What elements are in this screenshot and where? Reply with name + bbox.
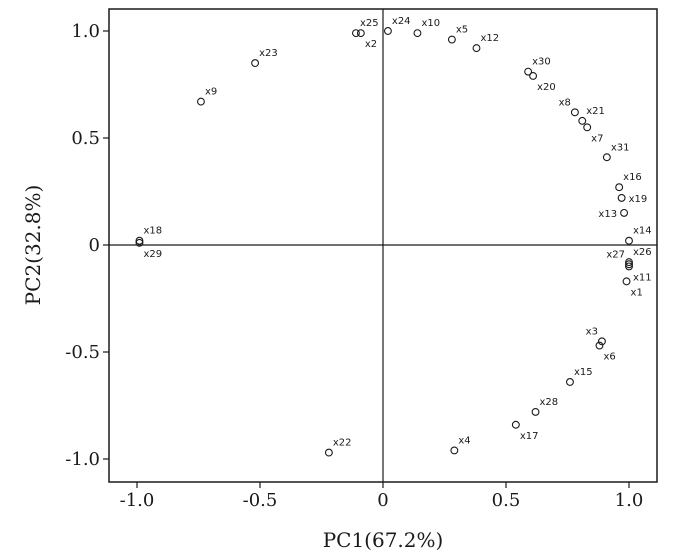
data-point [135, 236, 144, 245]
data-point [625, 262, 633, 271]
data-point [447, 35, 456, 44]
data-point [383, 27, 392, 35]
data-point [625, 236, 633, 245]
data-point-label: x9 [205, 87, 217, 98]
data-point [625, 258, 633, 267]
reference-lines [109, 9, 657, 482]
x-tick-label: 0.5 [492, 490, 521, 511]
y-tick-label: 0 [89, 235, 100, 256]
data-point-label: x7 [591, 133, 603, 144]
data-point [622, 277, 631, 286]
data-point-label: x20 [537, 82, 556, 93]
data-point-label: x31 [611, 142, 630, 153]
data-point [511, 420, 520, 429]
data-point-label: x8 [559, 97, 571, 108]
data-point-label: x4 [458, 435, 470, 446]
data-point [356, 29, 365, 38]
data-point [351, 29, 360, 38]
data-point-label: x3 [586, 326, 598, 337]
data-point [135, 238, 144, 247]
data-point-label: x26 [633, 247, 652, 258]
data-point [524, 67, 533, 76]
data-point-label: x13 [598, 209, 617, 220]
y-tick-label: -0.5 [65, 342, 100, 363]
y-tick-label: -1.0 [65, 449, 100, 470]
data-point-label: x2 [365, 39, 377, 50]
data-point-label: x27 [606, 249, 625, 260]
data-point-label: x17 [520, 431, 539, 442]
data-point-label: x6 [603, 352, 615, 363]
data-point [595, 341, 604, 350]
data-point [615, 183, 624, 192]
data-point-label: x19 [629, 194, 648, 205]
data-point [413, 29, 422, 38]
data-point [251, 59, 260, 68]
y-tick-label: 1.0 [71, 21, 100, 42]
data-point-label: x18 [143, 226, 162, 237]
data-point [324, 448, 333, 457]
data-point-label: x14 [633, 226, 652, 237]
data-point [566, 378, 574, 386]
data-point-label: x1 [631, 287, 643, 298]
data-point-label: x15 [574, 367, 593, 378]
x-tick-label: 0 [377, 490, 388, 511]
data-point [197, 97, 205, 106]
data-point-label: x10 [421, 18, 440, 29]
data-point [531, 407, 540, 416]
data-points: x1 x2 x3 x4 x5 x6 x7 x8 x9 x10 x11 x12 x13 x14 x15 x16 x… [135, 16, 652, 457]
data-point-label: x5 [456, 25, 468, 36]
data-point-label: x22 [333, 438, 352, 449]
x-tick-label: -0.5 [243, 490, 278, 511]
x-tick-label: -1.0 [120, 490, 155, 511]
data-point-label: x23 [259, 48, 278, 59]
axis-ticks: -1.0 -0.5 0 0.5 1.0 1.0 0.5 0 -0.5 -1.0 [65, 21, 643, 511]
data-point-label: x25 [360, 18, 379, 29]
data-point-label: x16 [623, 172, 642, 183]
data-point-label: x28 [540, 397, 559, 408]
data-point-label: x29 [143, 249, 162, 260]
y-axis-title: PC2(32.8%) [21, 185, 45, 306]
x-tick-label: 1.0 [615, 490, 644, 511]
data-point [529, 71, 538, 80]
data-point [620, 208, 629, 217]
data-point [583, 123, 592, 132]
data-point [597, 337, 606, 346]
data-point [617, 193, 626, 202]
x-axis-title: PC1(67.2%) [323, 528, 444, 552]
data-point [570, 108, 579, 117]
data-point [602, 153, 611, 162]
data-point-label: x24 [392, 16, 411, 27]
data-point-label: x21 [586, 106, 605, 117]
data-point [625, 260, 633, 269]
data-point-label: x11 [633, 272, 652, 283]
data-point [578, 116, 587, 125]
data-point [450, 446, 459, 455]
data-point [472, 44, 481, 53]
y-tick-label: 0.5 [71, 128, 100, 149]
data-point-label: x30 [532, 57, 551, 68]
data-point-label: x12 [480, 33, 499, 44]
